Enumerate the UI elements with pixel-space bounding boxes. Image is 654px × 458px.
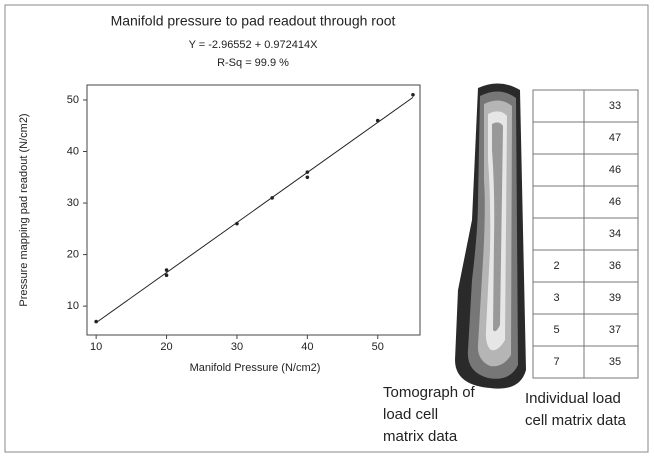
y-tick-label: 50 [67,94,79,106]
point [165,268,169,272]
cell-text: 36 [609,260,621,272]
cell-text: 47 [609,132,621,144]
table-caption: Individual load [525,390,621,407]
cell-text: 37 [609,324,621,336]
table-cell [533,218,584,250]
y-axis-label: Pressure mapping pad readout (N/cm2) [18,113,30,306]
point [235,222,239,226]
tomograph-caption: Tomograph of [383,384,476,401]
x-tick-label: 40 [301,341,313,353]
y-tick-label: 40 [67,145,79,157]
table-caption: cell matrix data [525,412,627,429]
tomograph-caption: load cell [383,406,438,423]
cell-text: 5 [553,324,559,336]
point [306,170,310,174]
cell-text: 35 [609,356,621,368]
equation: Y = -2.96552 + 0.972414X [189,39,319,51]
y-tick-label: 30 [67,197,79,209]
y-tick-label: 20 [67,248,79,260]
table-cell [533,186,584,218]
point [270,196,274,200]
x-axis-label: Manifold Pressure (N/cm2) [190,362,321,374]
table-cell [533,90,584,122]
x-tick-label: 10 [90,341,102,353]
x-tick-label: 20 [160,341,172,353]
cell-text: 46 [609,196,621,208]
point [165,273,169,277]
cell-text: 33 [609,100,621,112]
x-tick-label: 30 [231,341,243,353]
table-cell [533,122,584,154]
cell-text: 2 [553,260,559,272]
cell-text: 46 [609,164,621,176]
cell-text: 3 [553,292,559,304]
y-tick-label: 10 [67,300,79,312]
point [306,175,310,179]
cell-text: 7 [553,356,559,368]
figure: Manifold pressure to pad readout through… [0,0,654,458]
point [411,93,415,97]
cell-text: 34 [609,228,621,240]
tomograph-caption: matrix data [383,428,458,445]
point [376,119,380,123]
chart-title: Manifold pressure to pad readout through… [111,13,396,29]
x-tick-label: 50 [372,341,384,353]
point [94,320,98,324]
cell-text: 39 [609,292,621,304]
table-cell [533,154,584,186]
r-squared: R-Sq = 99.9 % [217,57,289,69]
